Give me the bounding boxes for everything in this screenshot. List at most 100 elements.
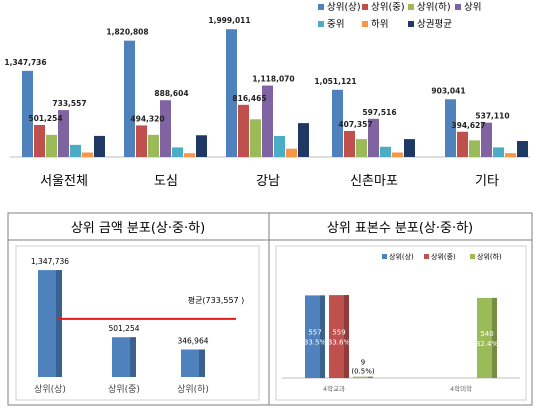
data-label: 1,347,736 [31,257,69,266]
bar-상권평균-신촌마포 [404,139,415,157]
data-label: (33.5%) [301,339,329,347]
data-label: 9 [361,359,365,367]
bar-하위-기타 [505,153,516,157]
bar-상권평균-서울전체 [94,135,105,157]
legend-swatch-상권평균 [408,21,414,27]
bar-상위-서울전체 [58,110,69,157]
legend-label: 하위 [371,18,388,30]
bar-상위(상)-서울전체 [22,70,33,157]
legend-swatch-상위 [455,4,461,10]
bar-상위(중)-도심 [136,125,147,157]
legend-swatch-상위(하) [470,254,475,259]
bar-shade-상위(하)-4학미학 [492,297,497,378]
bar-하위-신촌마포 [392,152,403,157]
bar-상위-기타 [481,122,492,157]
data-label: 346,964 [177,336,208,345]
legend-label: 상위(중) [431,252,456,261]
bar-상위(중)-기타 [457,131,468,157]
legend-label: 상위(하) [477,252,502,261]
bar-중위-서울전체 [70,144,81,157]
data-label: 540 [480,330,493,338]
data-label: 888,604 [154,89,188,98]
data-label: 1,999,011 [208,16,250,25]
bar-하위-강남 [286,148,297,157]
legend-label: 중위 [327,18,344,30]
bar-상위(상)-도심 [124,40,135,157]
category-label: 도심 [154,174,178,189]
category-label: 상위(중) [108,384,140,395]
data-label: 1,347,736 [4,58,46,67]
left-panel-title: 상위 금액 분포(상·중·하) [71,221,205,236]
legend-swatch-상위(중) [362,4,368,10]
bar-shade-상위(중) [130,337,136,377]
data-label: 903,041 [431,86,465,95]
bar-상위(상)-기타 [445,99,456,157]
legend-label: 상위(상) [389,252,414,261]
bar-상위-강남 [262,85,273,157]
category-label: 4학교과 [323,384,345,393]
top-chart: 서울전체 1,347,736 501,254 733,557 도심 1,820,808 49… [4,1,530,189]
data-label: (32.4%) [473,340,501,348]
bar-상권평균-도심 [196,135,207,157]
bar-하위-도심 [184,153,195,157]
bar-상위(하)-4학교과 [353,376,373,378]
category-label: 서울전체 [40,174,88,189]
category-label: 상위(상) [34,384,66,395]
bar-상위(중)-서울전체 [34,124,45,157]
bar-중위-기타 [493,147,504,157]
data-label: 494,320 [130,114,164,123]
right-panel-frame [268,212,533,406]
legend-swatch-중위 [318,21,324,27]
bar-상위(상)-신촌마포 [332,89,343,157]
bar-하위-서울전체 [82,152,93,157]
bar-상위(상)-강남 [226,29,237,158]
bar-상위(중)-신촌마포 [344,130,355,157]
legend-label: 상위 [464,1,481,13]
legend-label: 상권평균 [417,18,452,30]
data-label: 501,254 [28,114,62,123]
bar-shade-상위(하)-4학교과 [368,376,373,378]
bar-shade-상위(상) [56,270,62,377]
bar-상권평균-강남 [298,123,309,157]
data-label: 537,110 [475,112,509,121]
bar-상위(중)-강남 [238,104,249,157]
data-label: 407,357 [338,120,372,129]
right-panel-title: 상위 표본수 분포(상·중·하) [327,221,473,236]
legend-label: 상위(중) [371,1,405,13]
data-label: 394,627 [451,121,485,130]
legend-swatch-상위(중) [424,254,429,259]
bar-상위-신촌마포 [368,118,379,157]
bar-상위(하)-도심 [148,134,159,157]
category-label: 상위(하) [177,384,209,395]
data-label: 1,118,070 [252,75,294,84]
average-label: 평균(733,557 ) [188,295,245,305]
data-label: (33.6%) [325,339,353,347]
bar-shade-상위(상)-4학교과 [320,295,325,378]
bar-중위-강남 [274,135,285,157]
legend-label: 상위(상) [327,1,361,13]
left-chart: 1,347,736 상위(상) 501,254 상위(중) 346,964 상위(하) 평균… [31,257,244,395]
category-label: 강남 [256,174,280,189]
data-label: 597,516 [362,108,396,117]
data-label: 816,465 [232,94,266,103]
data-label: 559 [332,329,345,337]
category-label: 신촌마포 [350,174,398,189]
bar-상위(하)-기타 [469,140,480,157]
bar-상위(하)-강남 [250,119,261,157]
legend-label: 상위(하) [417,1,451,13]
right-chart: 상위(상) 상위(중) 상위(하) 557 (33.5%)559 (33.6%) 9(0.5… [282,252,520,393]
legend-swatch-상위(상) [382,254,387,259]
bar-상위(하)-서울전체 [46,134,57,157]
bar-중위-신촌마포 [380,146,391,157]
category-label: 기타 [475,174,499,189]
data-label: 1,051,121 [314,77,356,86]
bar-상위(하)-신촌마포 [356,139,367,157]
bar-shade-상위(중)-4학교과 [344,295,349,378]
data-label: 733,557 [52,99,86,108]
category-label: 4학미학 [450,384,472,393]
bar-중위-도심 [172,147,183,157]
data-label: (0.5%) [351,368,375,376]
legend-swatch-상위(하) [408,4,414,10]
